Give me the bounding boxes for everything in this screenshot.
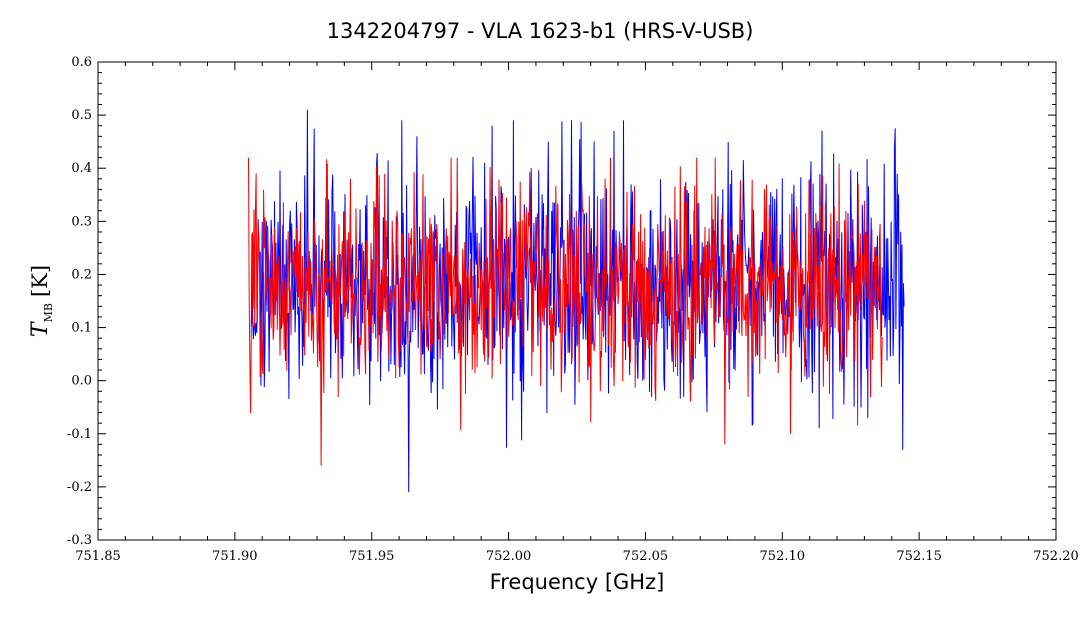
chart-title: 1342204797 - VLA 1623-b1 (HRS-V-USB)	[327, 19, 754, 43]
x-tick-label: 752.10	[760, 549, 806, 564]
x-tick-label: 752.05	[623, 549, 669, 564]
y-tick-label: 0.0	[71, 374, 92, 389]
y-tick-label: 0.1	[71, 321, 92, 336]
y-tick-label: 0.5	[71, 108, 92, 123]
x-tick-label: 751.85	[75, 549, 121, 564]
y-tick-label: -0.1	[67, 427, 92, 442]
y-tick-label: -0.3	[67, 533, 92, 548]
x-axis-label: Frequency [GHz]	[490, 570, 665, 594]
y-tick-label: 0.6	[71, 55, 92, 70]
y-axis-unit: [K]	[28, 265, 52, 297]
y-axis-symbol: T	[28, 320, 53, 337]
svg-text:TMB[K]: TMB [K]	[28, 265, 55, 337]
y-axis-label: TMB [K]	[28, 265, 55, 337]
y-tick-label: 0.2	[71, 267, 92, 282]
series-layer	[248, 109, 905, 493]
series-line-2	[248, 157, 883, 466]
plot-frame	[97, 61, 1057, 541]
x-tick-label: 751.95	[349, 549, 395, 564]
y-tick-label: 0.3	[71, 214, 92, 229]
x-tick-label: 751.90	[212, 549, 258, 564]
x-tick-label: 752.00	[486, 549, 532, 564]
y-tick-label: -0.2	[67, 480, 92, 495]
y-axis-subscript: MB	[42, 303, 55, 322]
x-axis-ticks: 751.85 751.90 751.95 752.00 752.05 752.10 752.…	[75, 62, 1079, 564]
y-axis-ticks: -0.3 -0.2 -0.1 0.0 0.1 0.2 0.3 0.4 0.5 0.6	[67, 55, 1056, 548]
x-tick-label: 752.15	[896, 549, 942, 564]
y-tick-label: 0.4	[71, 161, 92, 176]
x-tick-label: 752.20	[1033, 549, 1079, 564]
